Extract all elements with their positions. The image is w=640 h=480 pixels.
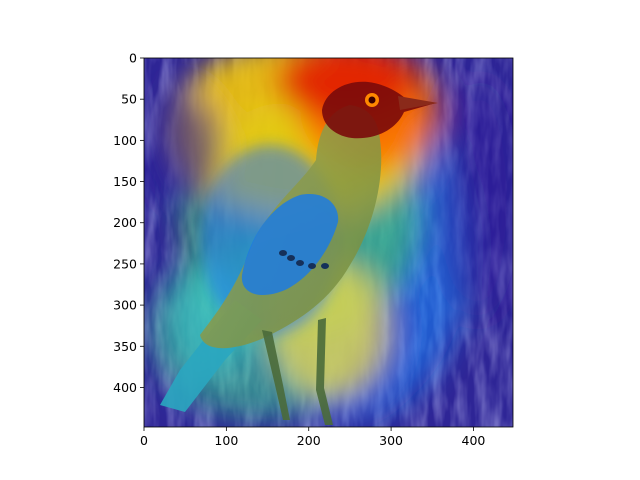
- x-axis: 0 100 200 300 400: [140, 427, 485, 448]
- x-tick-label: 200: [297, 433, 321, 448]
- y-tick-label: 150: [113, 174, 137, 189]
- y-tick-label: 350: [113, 339, 137, 354]
- y-axis: 0 50 100 150 200 250 300 350 400: [113, 51, 144, 395]
- bird: [160, 81, 438, 425]
- y-tick-label: 400: [113, 380, 137, 395]
- y-tick-label: 100: [113, 133, 137, 148]
- y-tick-label: 0: [129, 51, 137, 66]
- bird-beak: [398, 96, 438, 110]
- y-tick-label: 300: [113, 298, 137, 313]
- bird-head: [322, 81, 436, 139]
- plot-area: [144, 58, 513, 427]
- y-tick-label: 250: [113, 256, 137, 271]
- wing-spots: [279, 250, 329, 269]
- x-tick-label: 100: [214, 433, 238, 448]
- y-tick-label: 200: [113, 215, 137, 230]
- x-tick-label: 400: [462, 433, 486, 448]
- bird-eye: [365, 93, 379, 107]
- y-tick-label: 50: [121, 92, 137, 107]
- x-tick-label: 0: [140, 433, 148, 448]
- x-tick-label: 300: [379, 433, 403, 448]
- bird-wing: [241, 194, 339, 295]
- bird-legs: [262, 318, 333, 425]
- axes-frame: [143, 57, 514, 428]
